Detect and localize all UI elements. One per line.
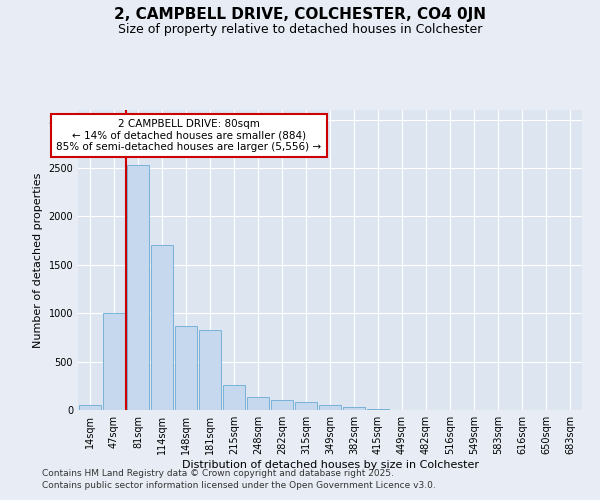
Bar xyxy=(103,313,125,410)
Bar xyxy=(295,402,317,410)
Y-axis label: Number of detached properties: Number of detached properties xyxy=(33,172,43,348)
Text: Contains HM Land Registry data © Crown copyright and database right 2025.: Contains HM Land Registry data © Crown c… xyxy=(42,468,394,477)
Bar xyxy=(343,407,365,410)
Bar xyxy=(247,398,269,410)
Bar xyxy=(79,404,101,410)
Bar xyxy=(199,330,221,410)
Text: Contains public sector information licensed under the Open Government Licence v3: Contains public sector information licen… xyxy=(42,481,436,490)
Bar xyxy=(319,405,341,410)
Bar xyxy=(223,385,245,410)
Text: 2, CAMPBELL DRIVE, COLCHESTER, CO4 0JN: 2, CAMPBELL DRIVE, COLCHESTER, CO4 0JN xyxy=(114,8,486,22)
Bar xyxy=(127,165,149,410)
Bar xyxy=(151,246,173,410)
Bar xyxy=(271,400,293,410)
X-axis label: Distribution of detached houses by size in Colchester: Distribution of detached houses by size … xyxy=(182,460,479,470)
Bar xyxy=(367,409,389,410)
Text: Size of property relative to detached houses in Colchester: Size of property relative to detached ho… xyxy=(118,22,482,36)
Text: 2 CAMPBELL DRIVE: 80sqm
← 14% of detached houses are smaller (884)
85% of semi-d: 2 CAMPBELL DRIVE: 80sqm ← 14% of detache… xyxy=(56,119,322,152)
Bar xyxy=(175,326,197,410)
